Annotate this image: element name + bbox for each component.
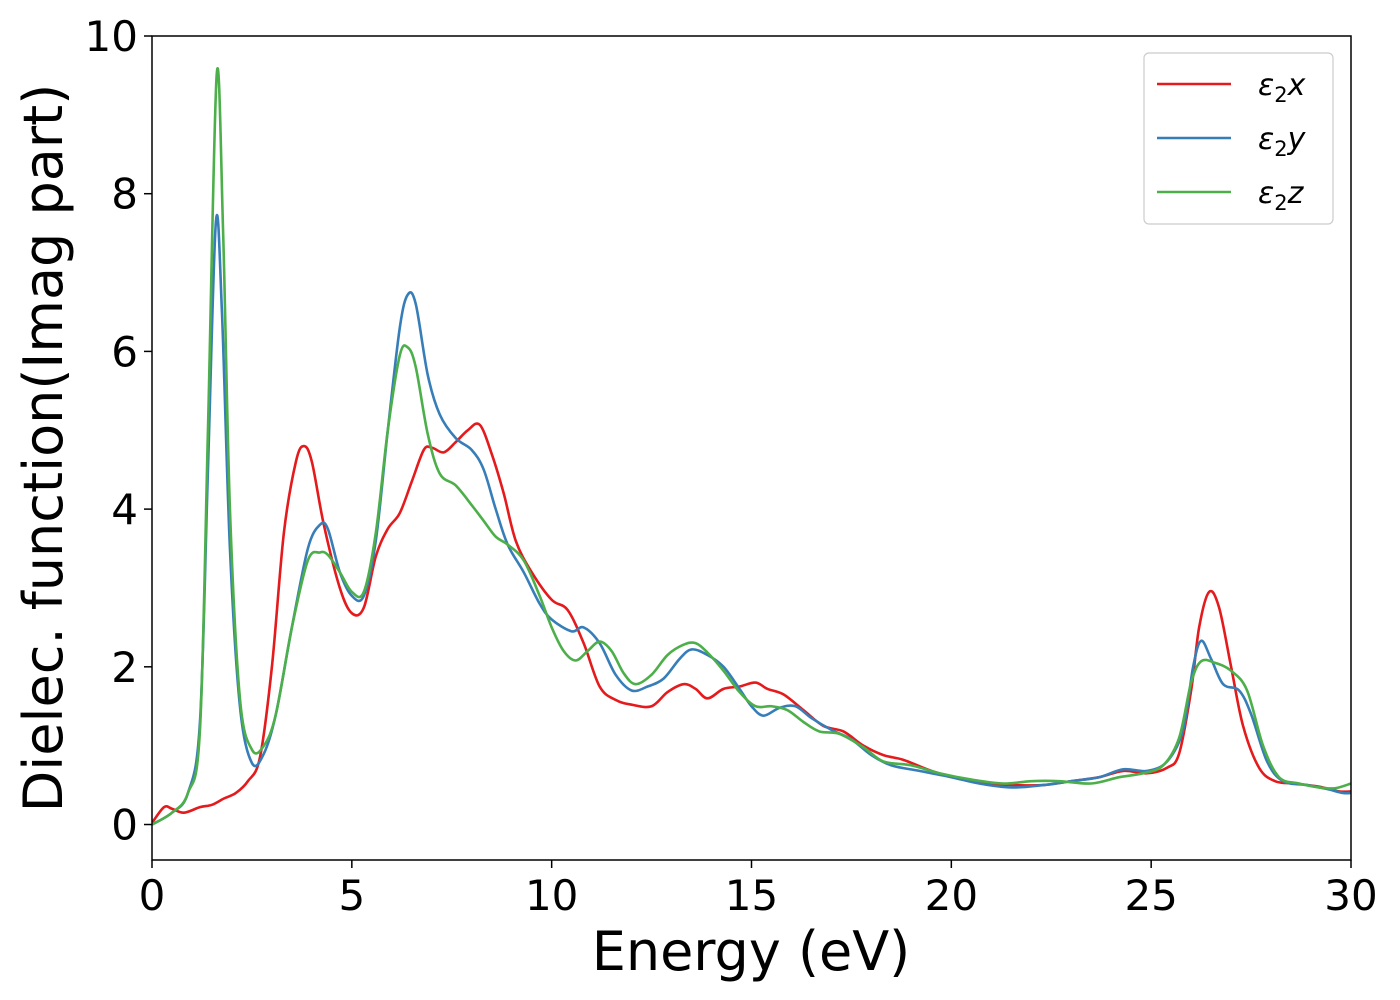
- legend-item-z: ε2z: [1157, 176, 1305, 215]
- x-axis: 0 5 10 15 20 25 30: [139, 860, 1378, 920]
- y-tick-label: 4: [111, 485, 138, 534]
- legend-item-y: ε2y: [1157, 122, 1307, 161]
- y-axis: 0 2 4 6 8 10: [85, 12, 152, 850]
- x-tick-label: 25: [1124, 871, 1177, 920]
- series-line-x: [152, 422, 1351, 825]
- x-tick-label: 0: [139, 871, 166, 920]
- x-tick-label: 15: [725, 871, 778, 920]
- y-tick-label: 6: [111, 327, 138, 376]
- series-layer: [152, 66, 1351, 826]
- x-tick-label: 30: [1324, 871, 1377, 920]
- legend-label: ε2x: [1258, 68, 1306, 107]
- legend-item-x: ε2x: [1157, 68, 1306, 107]
- y-tick-label: 2: [111, 643, 138, 692]
- y-axis-title: Dielec. function(Imag part): [12, 84, 75, 813]
- legend: ε2x ε2y ε2z: [1143, 52, 1334, 225]
- y-tick-label: 10: [85, 12, 138, 61]
- legend-label: ε2z: [1258, 176, 1305, 215]
- y-tick-label: 8: [111, 170, 138, 219]
- x-tick-label: 5: [338, 871, 365, 920]
- x-axis-title: Energy (eV): [592, 920, 911, 983]
- legend-box: [1143, 52, 1334, 225]
- x-tick-label: 10: [525, 871, 578, 920]
- legend-label: ε2y: [1258, 122, 1307, 161]
- series-line-y: [152, 213, 1351, 826]
- x-tick-label: 20: [925, 871, 978, 920]
- series-line-z: [152, 66, 1351, 826]
- y-tick-label: 0: [111, 801, 138, 850]
